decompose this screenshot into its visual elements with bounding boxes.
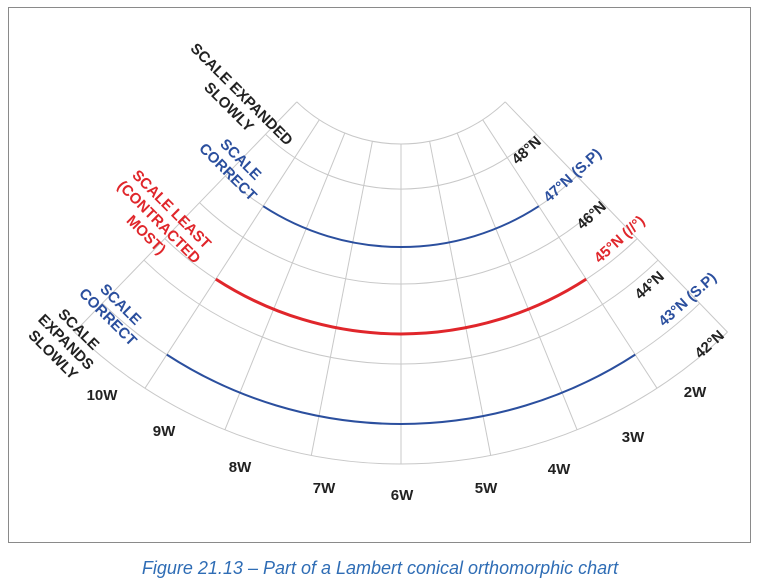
highlighted-parallel-1: [214, 277, 588, 336]
meridian-label-3: 7W: [313, 480, 336, 497]
meridian-label-1: 9W: [153, 423, 176, 440]
meridian-label-2: 8W: [229, 459, 252, 476]
figure-caption: Figure 21.13 – Part of a Lambert conical…: [141, 558, 619, 578]
lambert-chart-diagram: 48°N47°N (S.P)46°N45°N (//°)44°N43°N (S.…: [25, 40, 728, 504]
meridian-grid-line-1: [144, 119, 320, 389]
meridian-grid-line-3: [310, 141, 373, 456]
meridian-grid-line-8: [504, 101, 728, 333]
figure-frame: [8, 7, 751, 543]
meridian-label-7: 3W: [622, 429, 645, 446]
meridian-grid-line-0: [74, 101, 298, 333]
meridian-label-6: 4W: [548, 461, 571, 478]
meridian-label-5: 5W: [475, 480, 498, 497]
meridian-grid-line-7: [482, 119, 658, 389]
meridian-label-0: 10W: [87, 387, 119, 404]
highlighted-parallel-0: [262, 205, 540, 249]
parallel-label-0: 48°N: [509, 133, 545, 168]
meridian-grid-line-6: [456, 132, 578, 430]
parallel-label-6: 42°N: [692, 327, 728, 362]
parallel-grid-line-7: [74, 331, 728, 465]
parallel-label-2: 46°N: [574, 198, 610, 233]
highlighted-parallel-2: [166, 353, 636, 425]
meridian-label-8: 2W: [684, 384, 707, 401]
annotation-scale-expanded-line-0: SCALE EXPANDED: [187, 40, 296, 149]
parallel-label-4: 44°N: [632, 268, 668, 303]
meridian-grid-line-2: [224, 132, 346, 430]
meridian-grid-line-5: [429, 141, 492, 456]
parallel-grid-line-0: [296, 101, 506, 145]
meridian-label-4: 6W: [391, 487, 414, 504]
parallel-label-1: 47°N (S.P): [540, 145, 605, 206]
